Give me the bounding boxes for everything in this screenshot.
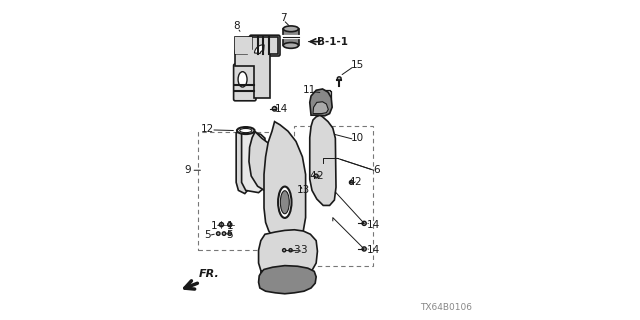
Ellipse shape [228,223,232,227]
Bar [294,126,373,266]
Text: 3: 3 [294,245,300,255]
Text: 11: 11 [303,84,316,95]
Polygon shape [236,132,249,194]
Bar [198,132,287,250]
Polygon shape [249,131,294,196]
Text: 14: 14 [275,104,287,115]
Ellipse shape [239,128,252,132]
Ellipse shape [228,232,232,236]
Ellipse shape [283,26,298,32]
Ellipse shape [220,223,223,227]
Ellipse shape [337,77,341,80]
Ellipse shape [282,249,285,252]
Text: TX64B0106: TX64B0106 [420,303,472,312]
Ellipse shape [362,247,366,251]
Text: 2: 2 [316,171,323,181]
Ellipse shape [272,107,277,111]
Text: 4: 4 [310,171,316,181]
Text: 6: 6 [374,165,380,175]
Ellipse shape [237,127,255,134]
Text: 2: 2 [355,177,361,188]
Text: 1: 1 [211,220,217,231]
Text: 1: 1 [227,220,233,231]
Ellipse shape [289,249,292,252]
Ellipse shape [280,191,289,214]
Polygon shape [255,45,264,53]
Text: 14: 14 [367,245,380,255]
Text: B-1-1: B-1-1 [317,36,348,47]
Text: 12: 12 [201,124,214,134]
Text: 5: 5 [227,230,233,240]
Text: 8: 8 [233,20,239,31]
Polygon shape [236,37,278,98]
Ellipse shape [216,232,220,236]
Polygon shape [313,102,328,114]
Polygon shape [236,37,252,54]
Text: 14: 14 [367,220,380,230]
Text: 10: 10 [351,133,364,143]
Text: 9: 9 [185,165,191,175]
Text: 4: 4 [348,177,355,188]
Polygon shape [264,122,306,242]
Bar [283,29,298,45]
Polygon shape [315,90,332,98]
Polygon shape [259,266,316,294]
Text: 5: 5 [204,230,211,240]
Text: FR.: FR. [198,269,219,279]
Text: 15: 15 [351,60,364,70]
Ellipse shape [314,174,318,178]
Ellipse shape [283,43,298,48]
Polygon shape [310,89,332,116]
Polygon shape [310,115,336,205]
FancyBboxPatch shape [234,64,256,101]
Polygon shape [242,131,265,193]
Ellipse shape [349,180,353,184]
Text: 7: 7 [280,12,287,23]
Ellipse shape [222,232,226,236]
Polygon shape [324,98,330,100]
Polygon shape [236,37,252,54]
Ellipse shape [362,221,366,225]
Ellipse shape [278,187,292,218]
Text: 3: 3 [300,245,307,255]
Text: 13: 13 [297,185,310,196]
Ellipse shape [238,72,247,87]
Polygon shape [259,230,317,280]
Polygon shape [317,98,323,100]
FancyBboxPatch shape [250,35,280,56]
